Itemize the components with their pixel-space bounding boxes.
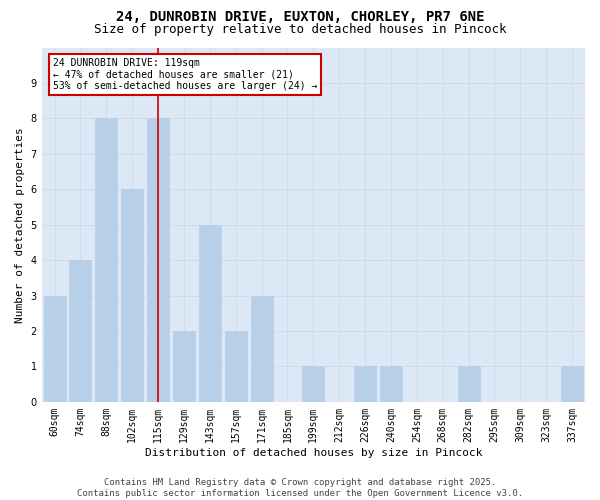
- Text: Contains HM Land Registry data © Crown copyright and database right 2025.
Contai: Contains HM Land Registry data © Crown c…: [77, 478, 523, 498]
- Bar: [561, 366, 583, 402]
- Bar: [380, 366, 402, 402]
- Text: 24, DUNROBIN DRIVE, EUXTON, CHORLEY, PR7 6NE: 24, DUNROBIN DRIVE, EUXTON, CHORLEY, PR7…: [116, 10, 484, 24]
- Bar: [302, 366, 325, 402]
- Bar: [458, 366, 479, 402]
- Bar: [44, 296, 65, 402]
- Bar: [199, 224, 221, 402]
- Bar: [251, 296, 272, 402]
- Bar: [225, 331, 247, 402]
- Bar: [70, 260, 91, 402]
- Bar: [95, 118, 118, 402]
- Bar: [147, 118, 169, 402]
- Text: 24 DUNROBIN DRIVE: 119sqm
← 47% of detached houses are smaller (21)
53% of semi-: 24 DUNROBIN DRIVE: 119sqm ← 47% of detac…: [53, 58, 317, 92]
- Text: Size of property relative to detached houses in Pincock: Size of property relative to detached ho…: [94, 22, 506, 36]
- Bar: [173, 331, 195, 402]
- Bar: [354, 366, 376, 402]
- X-axis label: Distribution of detached houses by size in Pincock: Distribution of detached houses by size …: [145, 448, 482, 458]
- Bar: [121, 189, 143, 402]
- Y-axis label: Number of detached properties: Number of detached properties: [15, 127, 25, 322]
